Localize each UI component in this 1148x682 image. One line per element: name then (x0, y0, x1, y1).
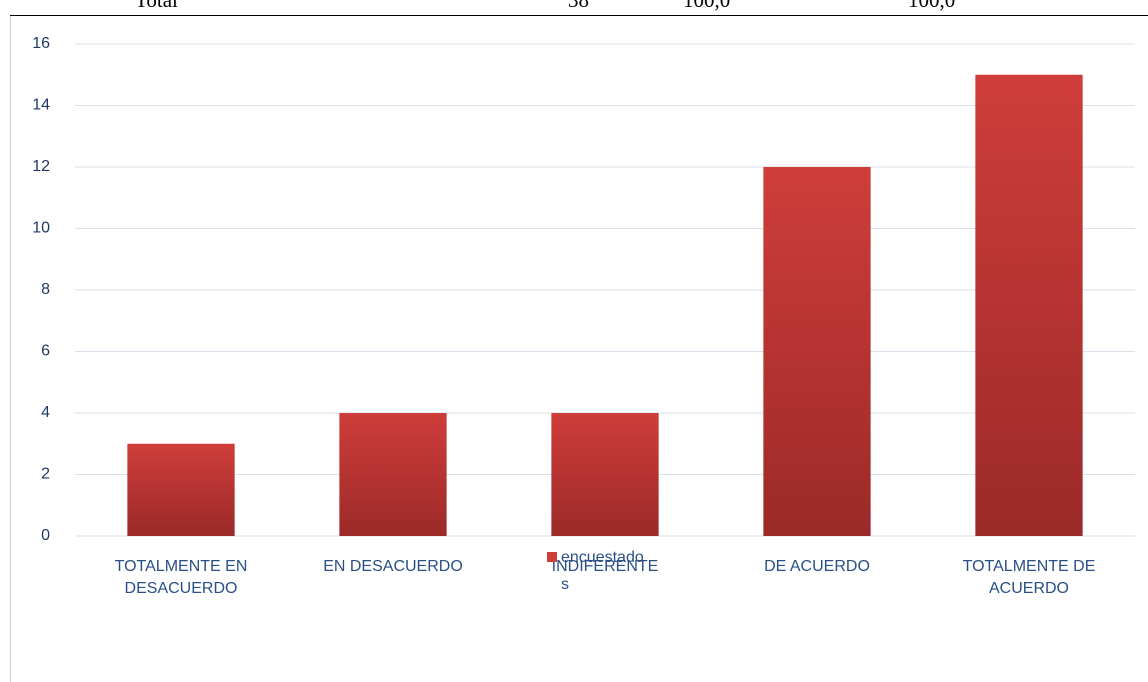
table-cell: 100,0 (683, 0, 731, 12)
table-cell: 100,0 (908, 0, 956, 12)
bar (975, 74, 1083, 536)
x-tick-label: TOTALMENTE DE ACUERDO (962, 558, 1096, 597)
y-tick-label: 6 (41, 343, 50, 360)
bar (551, 413, 659, 536)
bar (127, 443, 235, 536)
legend-label: encuestados (561, 549, 644, 593)
y-tick-label: 16 (32, 35, 50, 52)
y-tick-label: 14 (32, 97, 50, 114)
x-tick-label: TOTALMENTE EN DESACUERDO (114, 558, 248, 597)
y-tick-label: 2 (41, 466, 50, 483)
y-tick-label: 0 (41, 527, 50, 544)
table-cell: 38 (568, 0, 589, 12)
x-tick-label: EN DESACUERDO (323, 558, 463, 575)
x-tick-label: DE ACUERDO (764, 558, 870, 575)
legend-key (547, 552, 557, 562)
y-tick-label: 10 (32, 220, 50, 237)
bar (339, 413, 447, 536)
y-tick-label: 8 (41, 281, 50, 298)
y-tick-label: 12 (32, 158, 50, 175)
x-tick-label: INDIFERENTE (551, 558, 659, 575)
table-cell: Total (135, 0, 178, 12)
bar (763, 167, 871, 536)
y-tick-label: 4 (41, 404, 50, 421)
